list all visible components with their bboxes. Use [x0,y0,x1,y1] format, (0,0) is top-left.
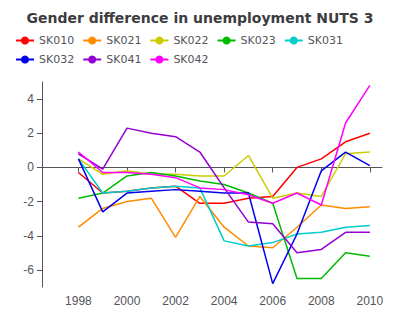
svg-text:4: 4 [27,92,34,106]
svg-text:SK032: SK032 [39,53,74,66]
svg-text:SK010: SK010 [39,34,74,47]
svg-text:-4: -4 [23,229,34,243]
svg-text:2006: 2006 [259,294,286,308]
svg-text:2004: 2004 [211,294,238,308]
svg-text:0: 0 [27,160,34,174]
svg-text:SK023: SK023 [241,34,276,47]
svg-text:-2: -2 [23,195,34,209]
svg-text:SK041: SK041 [106,53,141,66]
svg-text:SK022: SK022 [173,34,208,47]
svg-text:2002: 2002 [162,294,189,308]
svg-text:2000: 2000 [114,294,141,308]
svg-text:SK042: SK042 [173,53,208,66]
svg-text:2010: 2010 [357,294,384,308]
svg-text:2008: 2008 [308,294,335,308]
svg-text:-6: -6 [23,263,34,277]
svg-text:SK021: SK021 [106,34,141,47]
svg-text:2: 2 [27,126,34,140]
svg-text:1998: 1998 [65,294,92,308]
svg-text:SK031: SK031 [308,34,343,47]
svg-text:Gender difference in unemploym: Gender difference in unemployment NUTS 3 [26,10,373,26]
